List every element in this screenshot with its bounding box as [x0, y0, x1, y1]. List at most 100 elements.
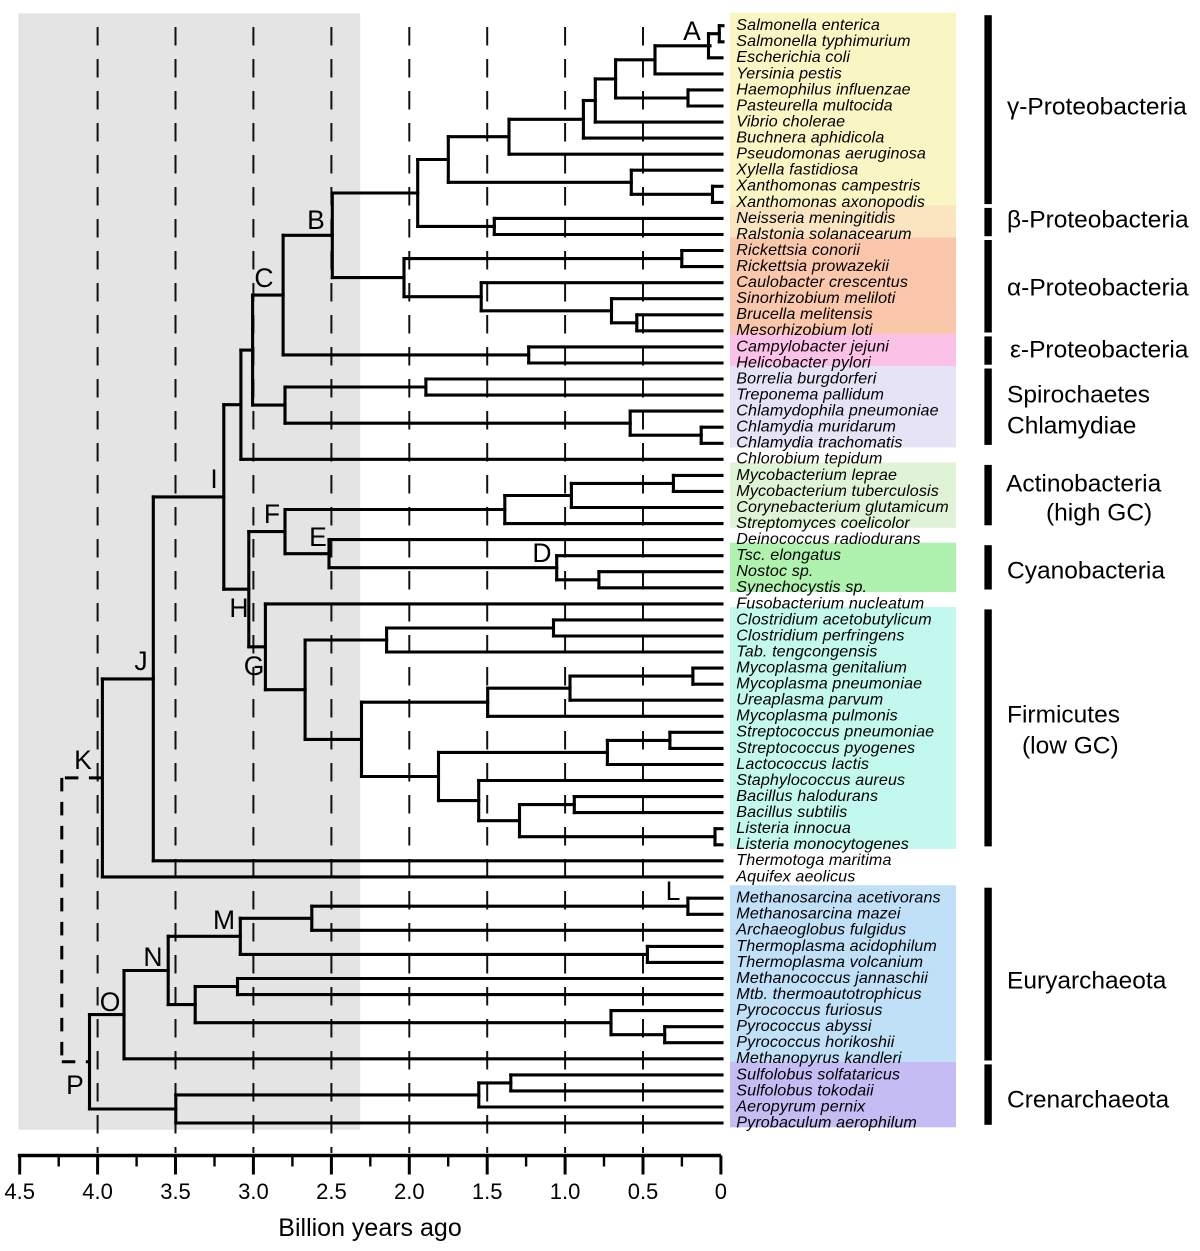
svg-text:Aquifex aeolicus: Aquifex aeolicus — [735, 867, 855, 885]
svg-text:Spirochaetes: Spirochaetes — [1007, 382, 1150, 409]
svg-text:Sulfolobus solfataricus: Sulfolobus solfataricus — [736, 1065, 900, 1083]
svg-text:Tsc. elongatus: Tsc. elongatus — [736, 546, 841, 564]
svg-text:G: G — [244, 651, 265, 681]
svg-text:Archaeoglobus fulgidus: Archaeoglobus fulgidus — [735, 921, 906, 939]
svg-text:Escherichia coli: Escherichia coli — [736, 48, 850, 66]
svg-text:Xylella fastidiosa: Xylella fastidiosa — [735, 161, 858, 179]
svg-text:Methanosarcina acetivorans: Methanosarcina acetivorans — [736, 889, 940, 907]
svg-text:Treponema pallidum: Treponema pallidum — [736, 386, 884, 404]
svg-text:Cyanobacteria: Cyanobacteria — [1007, 558, 1165, 585]
svg-text:Listeria innocua: Listeria innocua — [736, 819, 851, 837]
svg-text:Pyrococcus furiosus: Pyrococcus furiosus — [736, 1001, 882, 1019]
svg-text:M: M — [213, 905, 235, 935]
svg-text:Fusobacterium nucleatum: Fusobacterium nucleatum — [736, 594, 924, 612]
svg-text:Sulfolobus tokodaii: Sulfolobus tokodaii — [736, 1081, 874, 1099]
svg-text:Bacillus halodurans: Bacillus halodurans — [736, 787, 878, 805]
svg-text:Streptomyces coelicolor: Streptomyces coelicolor — [736, 514, 910, 532]
svg-text:N: N — [143, 942, 162, 972]
svg-text:1.0: 1.0 — [550, 1179, 581, 1204]
svg-text:1.5: 1.5 — [472, 1179, 503, 1204]
svg-text:Thermoplasma acidophilum: Thermoplasma acidophilum — [736, 937, 937, 955]
svg-text:(low GC): (low GC) — [1022, 733, 1119, 760]
svg-text:Caulobacter crescentus: Caulobacter crescentus — [736, 273, 908, 291]
svg-text:Campylobacter jejuni: Campylobacter jejuni — [736, 337, 889, 355]
svg-text:Thermoplasma volcanium: Thermoplasma volcanium — [736, 953, 923, 971]
svg-text:0: 0 — [715, 1179, 727, 1204]
svg-text:Xanthomonas campestris: Xanthomonas campestris — [735, 177, 920, 195]
svg-text:Vibrio cholerae: Vibrio cholerae — [736, 113, 845, 131]
svg-text:Methanosarcina mazei: Methanosarcina mazei — [736, 905, 901, 923]
svg-text:Thermotoga maritima: Thermotoga maritima — [736, 851, 891, 869]
svg-text:2.5: 2.5 — [316, 1179, 347, 1204]
svg-text:Mycobacterium tuberculosis: Mycobacterium tuberculosis — [736, 482, 939, 500]
svg-text:Nostoc sp.: Nostoc sp. — [736, 562, 813, 580]
svg-text:Ureaplasma parvum: Ureaplasma parvum — [736, 691, 883, 709]
svg-text:Methanopyrus kandleri: Methanopyrus kandleri — [736, 1049, 902, 1067]
svg-text:Actinobacteria: Actinobacteria — [1006, 471, 1162, 498]
svg-text:J: J — [134, 646, 147, 676]
svg-text:Chlorobium tepidum: Chlorobium tepidum — [736, 450, 882, 468]
svg-text:(high GC): (high GC) — [1046, 500, 1152, 527]
svg-text:Corynebacterium glutamicum: Corynebacterium glutamicum — [736, 498, 948, 516]
svg-text:Pyrococcus abyssi: Pyrococcus abyssi — [736, 1017, 872, 1035]
svg-text:0.5: 0.5 — [628, 1179, 659, 1204]
svg-text:Sinorhizobium meliloti: Sinorhizobium meliloti — [736, 289, 895, 307]
svg-text:Listeria monocytogenes: Listeria monocytogenes — [736, 835, 909, 853]
svg-text:I: I — [210, 464, 217, 494]
svg-text:F: F — [264, 499, 280, 529]
svg-text:Mycoplasma pulmonis: Mycoplasma pulmonis — [736, 707, 898, 725]
svg-text:O: O — [100, 987, 121, 1017]
svg-text:P: P — [66, 1070, 84, 1100]
svg-text:Neisseria meningitidis: Neisseria meningitidis — [736, 209, 895, 227]
svg-text:Deinococcus radiodurans: Deinococcus radiodurans — [736, 530, 920, 548]
svg-text:Mtb. thermoautotrophicus: Mtb. thermoautotrophicus — [736, 985, 921, 1003]
svg-text:Synechocystis sp.: Synechocystis sp. — [736, 578, 867, 596]
svg-text:ε-Proteobacteria: ε-Proteobacteria — [1010, 337, 1189, 364]
svg-text:4.0: 4.0 — [82, 1179, 113, 1204]
svg-text:Yersinia pestis: Yersinia pestis — [736, 64, 842, 82]
svg-text:C: C — [254, 263, 273, 293]
svg-text:L: L — [666, 876, 681, 906]
svg-text:Aeropyrum pernix: Aeropyrum pernix — [735, 1097, 866, 1115]
svg-text:Ralstonia solanacearum: Ralstonia solanacearum — [736, 225, 911, 243]
svg-text:Pyrococcus horikoshii: Pyrococcus horikoshii — [736, 1033, 894, 1051]
svg-text:Pyrobaculum aerophilum: Pyrobaculum aerophilum — [736, 1113, 917, 1131]
svg-text:H: H — [229, 593, 248, 623]
svg-text:Pasteurella multocida: Pasteurella multocida — [736, 96, 892, 114]
svg-text:Crenarchaeota: Crenarchaeota — [1007, 1087, 1169, 1114]
svg-text:Brucella melitensis: Brucella melitensis — [736, 305, 872, 323]
svg-text:B: B — [307, 205, 325, 235]
svg-text:Rickettsia prowazekii: Rickettsia prowazekii — [736, 257, 889, 275]
svg-text:Buchnera aphidicola: Buchnera aphidicola — [736, 129, 884, 147]
svg-text:Chlamydia trachomatis: Chlamydia trachomatis — [736, 434, 902, 452]
svg-text:4.5: 4.5 — [4, 1179, 35, 1204]
svg-text:Streptococcus pneumoniae: Streptococcus pneumoniae — [736, 723, 934, 741]
svg-text:Haemophilus influenzae: Haemophilus influenzae — [736, 80, 910, 98]
svg-text:Salmonella enterica: Salmonella enterica — [736, 16, 880, 34]
svg-text:Streptococcus pyogenes: Streptococcus pyogenes — [736, 739, 915, 757]
svg-text:A: A — [683, 16, 701, 46]
svg-text:Borrelia burgdorferi: Borrelia burgdorferi — [736, 369, 876, 387]
svg-text:Mycoplasma pneumoniae: Mycoplasma pneumoniae — [736, 675, 922, 693]
svg-text:Bacillus subtilis: Bacillus subtilis — [736, 803, 847, 821]
svg-text:Firmicutes: Firmicutes — [1007, 702, 1120, 729]
svg-text:Mycobacterium leprae: Mycobacterium leprae — [736, 466, 897, 484]
svg-text:K: K — [74, 745, 92, 775]
svg-text:Staphylococcus aureus: Staphylococcus aureus — [736, 771, 905, 789]
svg-text:α-Proteobacteria: α-Proteobacteria — [1007, 275, 1189, 302]
svg-text:Mesorhizobium loti: Mesorhizobium loti — [736, 321, 873, 339]
svg-text:2.0: 2.0 — [394, 1179, 425, 1204]
svg-text:3.5: 3.5 — [160, 1179, 191, 1204]
svg-text:Pseudomonas aeruginosa: Pseudomonas aeruginosa — [736, 145, 926, 163]
svg-text:β-Proteobacteria: β-Proteobacteria — [1007, 207, 1189, 234]
svg-text:Clostridium acetobutylicum: Clostridium acetobutylicum — [736, 610, 931, 628]
svg-text:Rickettsia conorii: Rickettsia conorii — [736, 241, 860, 259]
svg-text:Helicobacter pylori: Helicobacter pylori — [736, 353, 871, 371]
svg-text:Clostridium perfringens: Clostridium perfringens — [736, 626, 904, 644]
svg-text:E: E — [309, 522, 327, 552]
svg-text:Tab. tengcongensis: Tab. tengcongensis — [736, 642, 877, 660]
svg-text:D: D — [532, 538, 551, 568]
svg-text:Methanococcus jannaschii: Methanococcus jannaschii — [736, 969, 928, 987]
svg-text:Salmonella typhimurium: Salmonella typhimurium — [736, 32, 910, 50]
svg-text:Billion years ago: Billion years ago — [278, 1214, 461, 1242]
